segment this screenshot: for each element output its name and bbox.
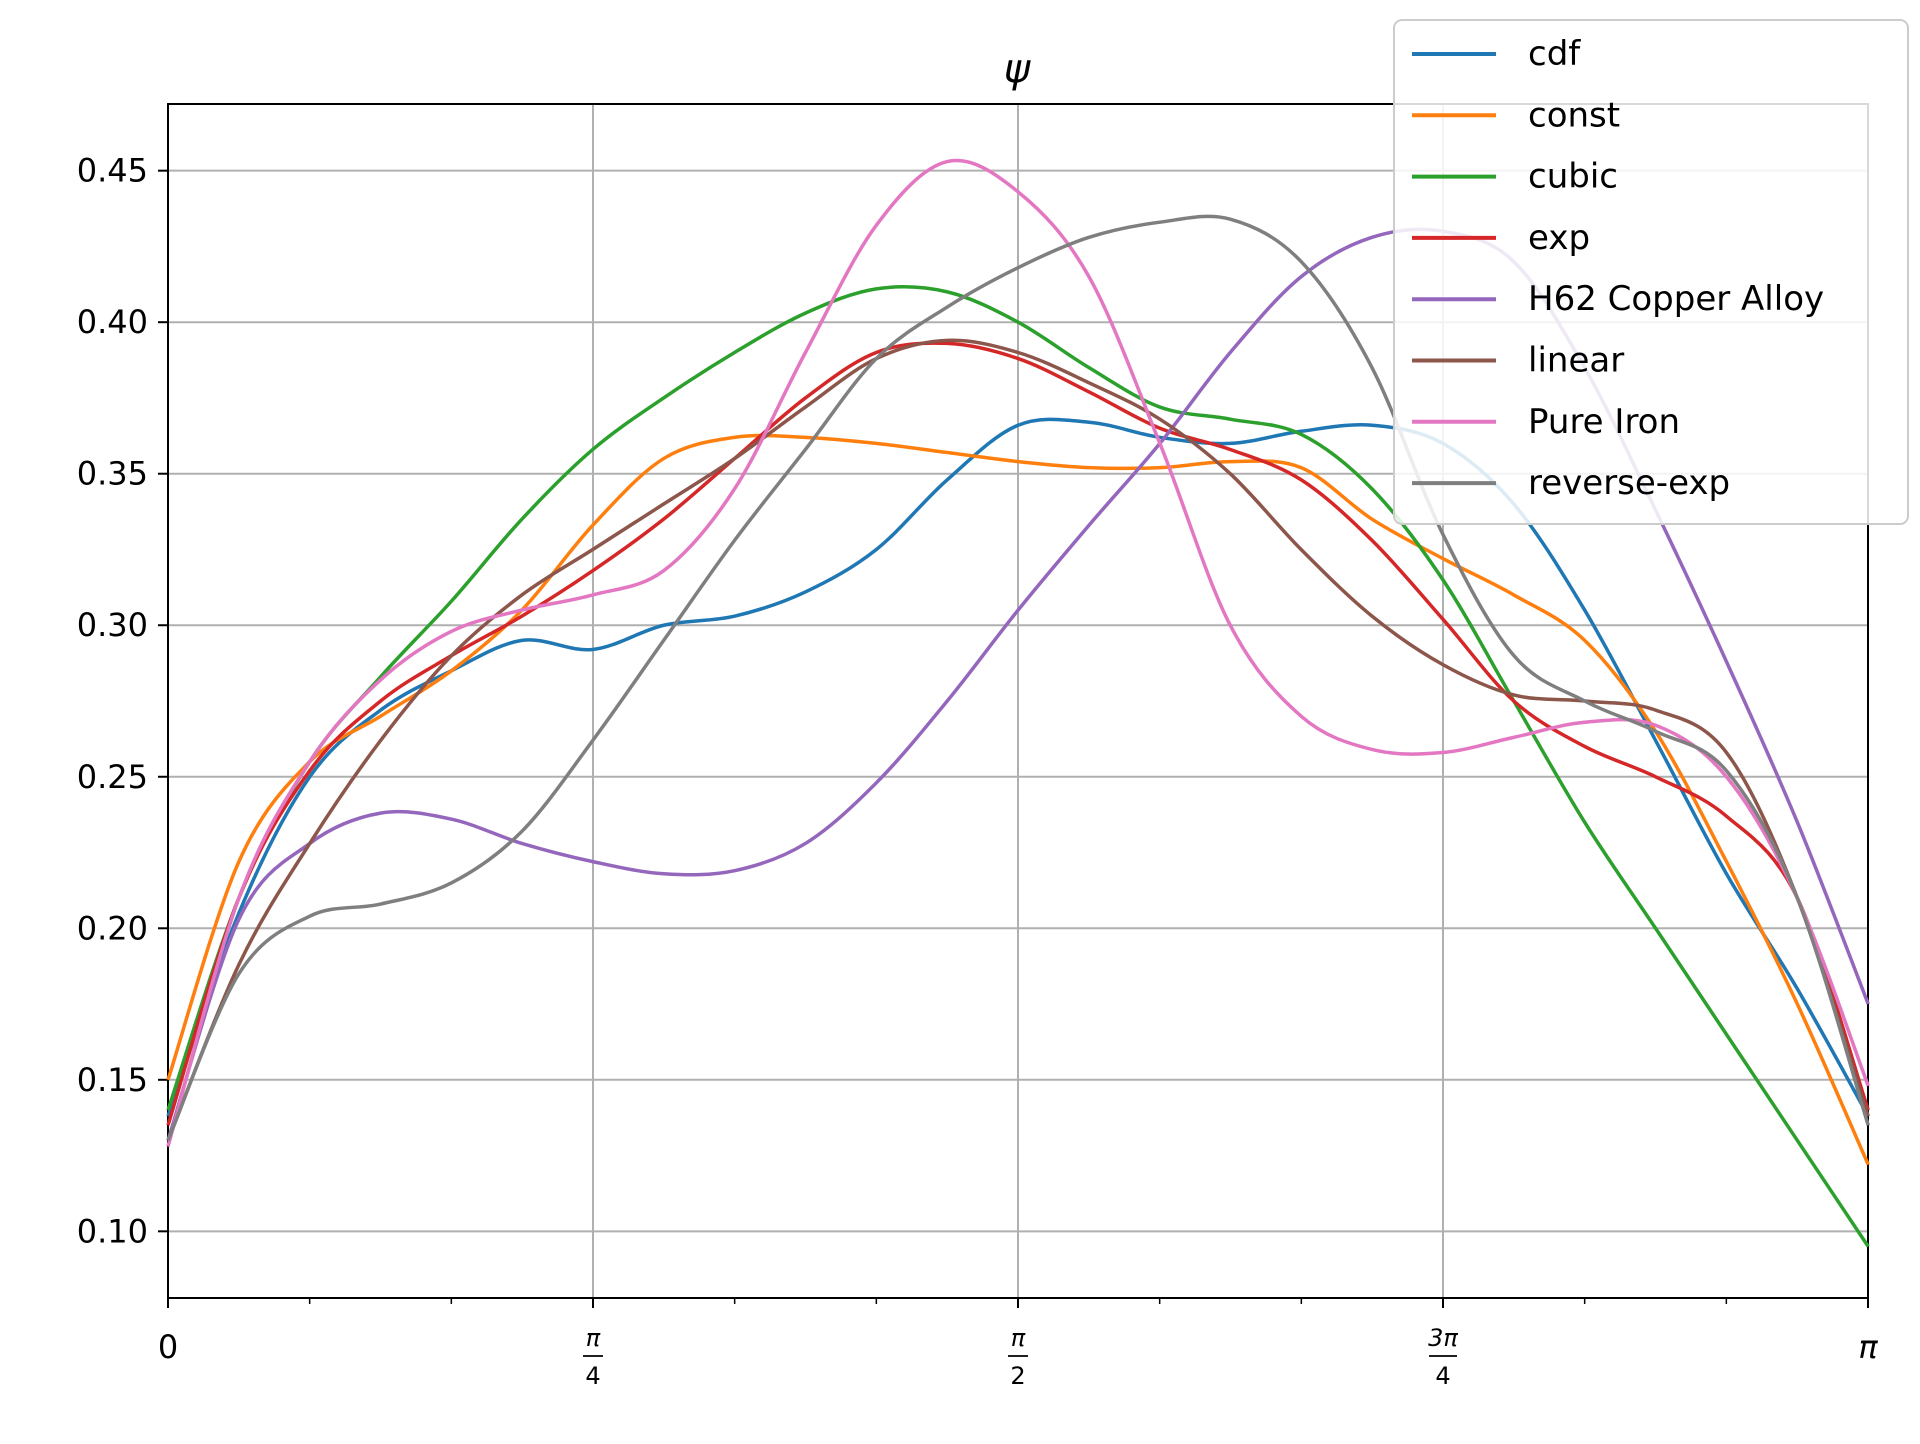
x-tick-label: π2 xyxy=(1008,1324,1029,1390)
legend-item-pure-iron: Pure Iron xyxy=(1412,402,1680,442)
series-line-exp xyxy=(166,341,1870,1126)
chart-title: ψ xyxy=(1004,46,1032,92)
x-tick-label-numerator: π xyxy=(586,1324,601,1352)
series-line-cubic xyxy=(166,285,1870,1248)
series-line-pure-iron xyxy=(166,158,1870,1147)
legend-item-linear: linear xyxy=(1412,341,1624,381)
series-line-linear xyxy=(166,338,1870,1142)
plot-frame xyxy=(167,103,1869,1299)
x-tick-label: π4 xyxy=(583,1324,604,1390)
y-tick-label: 0.25 xyxy=(77,758,148,796)
x-tick-label: 3π4 xyxy=(1428,1324,1458,1390)
legend: cdf const cubic exp H62 Copper Alloy linear Pu… xyxy=(1393,19,1909,525)
legend-label: H62 Copper Alloy xyxy=(1528,279,1824,319)
x-tick-label: π xyxy=(1858,1328,1878,1366)
y-tick-label: 0.20 xyxy=(77,909,148,947)
legend-item-const: const xyxy=(1412,95,1620,135)
y-tick-label: 0.30 xyxy=(77,606,148,644)
legend-label: linear xyxy=(1528,341,1624,381)
x-tick-label-denominator: 2 xyxy=(1010,1362,1025,1390)
x-tick-label-numerator: 3π xyxy=(1428,1324,1458,1352)
legend-label: Pure Iron xyxy=(1528,402,1680,442)
x-tick-label: 0 xyxy=(158,1328,178,1366)
legend-item-reverse-exp: reverse-exp xyxy=(1412,463,1730,503)
legend-item-cdf: cdf xyxy=(1412,34,1581,74)
legend-item-h62-copper-alloy: H62 Copper Alloy xyxy=(1412,279,1824,319)
axes: 0.100.150.200.250.300.350.400.450 π4π23π4… xyxy=(77,103,1878,1390)
y-tick-label: 0.40 xyxy=(77,303,148,341)
x-tick-label-denominator: 4 xyxy=(1435,1362,1450,1390)
y-tick-label: 0.10 xyxy=(77,1212,148,1250)
legend-label: exp xyxy=(1528,218,1590,258)
series-line-reverse-exp xyxy=(166,214,1870,1142)
y-tick-label: 0.15 xyxy=(77,1061,148,1099)
y-tick-label: 0.45 xyxy=(77,152,148,190)
legend-label: reverse-exp xyxy=(1528,463,1730,503)
legend-label: const xyxy=(1528,95,1620,135)
y-tick-label: 0.35 xyxy=(77,455,148,493)
legend-box xyxy=(1393,19,1909,525)
legend-label: cubic xyxy=(1528,157,1618,197)
x-tick-label-denominator: 4 xyxy=(585,1362,600,1390)
legend-label: cdf xyxy=(1528,34,1581,74)
grid xyxy=(168,104,1868,1298)
x-tick-label-numerator: π xyxy=(1011,1324,1026,1352)
legend-item-cubic: cubic xyxy=(1412,157,1618,197)
legend-item-exp: exp xyxy=(1412,218,1590,258)
